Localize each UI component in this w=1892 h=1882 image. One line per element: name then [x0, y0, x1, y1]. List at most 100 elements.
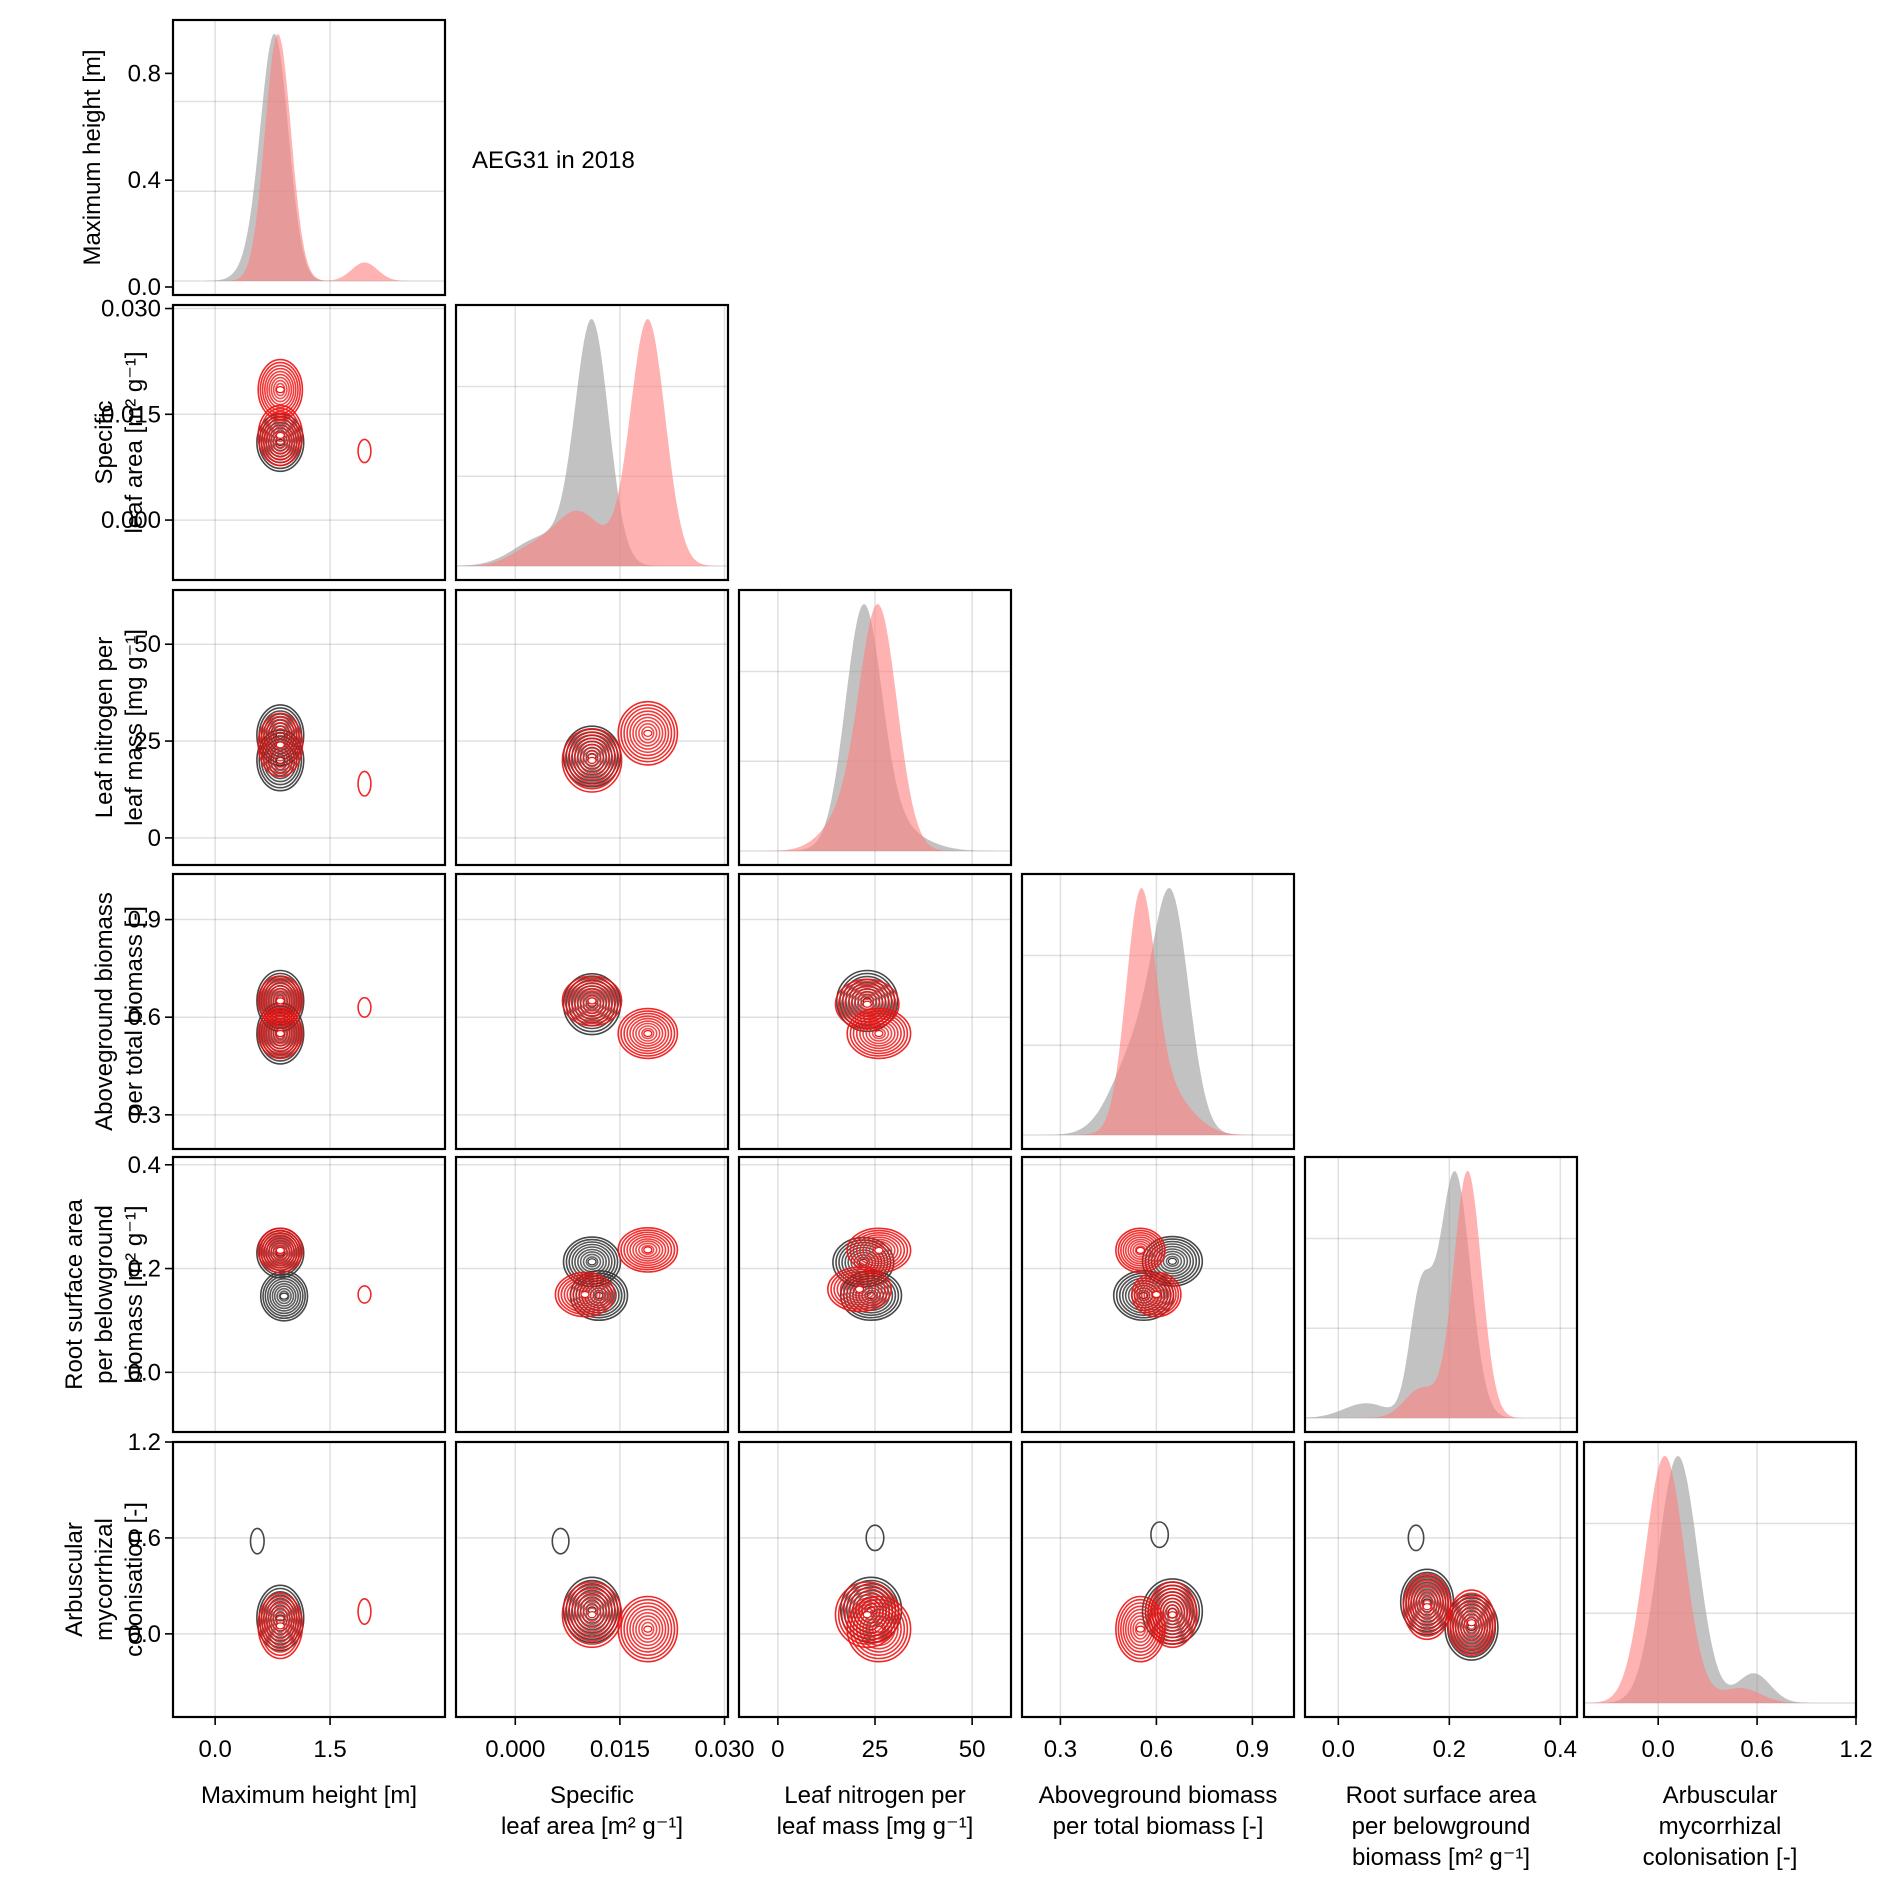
chart-title: AEG31 in 2018	[472, 147, 635, 174]
contour-line-group_b	[626, 1605, 670, 1653]
contour-line-group_b	[847, 1594, 888, 1636]
contour-line-group_b	[1166, 1607, 1179, 1622]
contour-line-group_b	[632, 1020, 664, 1047]
contour-panel-sla-vs-amc	[454, 1440, 730, 1719]
contour-line-group_b	[259, 1229, 301, 1271]
contour-line-group_b	[1124, 1236, 1156, 1265]
contour-line-group_a	[1165, 1255, 1180, 1268]
contour-line-group_b	[856, 1604, 878, 1626]
contour-line-group_b	[272, 992, 288, 1010]
contour-line-group_b	[620, 1229, 676, 1271]
contour-peak-group_b	[1466, 1619, 1477, 1627]
x-axis-amc: 0.0 0.6 1.2 Arbuscular mycorrhizal colonisati…	[1641, 1717, 1873, 1871]
contour-line-group_a	[1462, 1616, 1481, 1639]
x-axis-label-line: Root surface area	[1346, 1782, 1537, 1809]
contour-line-group_b	[833, 1270, 886, 1308]
y-axis-amc: 0.0 0.6 1.2 Arbuscular mycorrhizal colonisati…	[61, 1429, 173, 1657]
panel-frame	[454, 872, 730, 1151]
contour-peak-group_b	[1167, 1611, 1178, 1619]
contour-line-group_a	[271, 1282, 297, 1310]
contour-line-group_a	[278, 1290, 290, 1302]
density-area-group_b	[1305, 1171, 1577, 1418]
x-axis-lnc: 0 25 50 Leaf nitrogen per leaf mass [mg g⁻¹]	[771, 1717, 985, 1840]
contour-line-group_b	[844, 1591, 891, 1639]
contour-line-group_b	[263, 1602, 297, 1650]
contour-line-group_b	[617, 1007, 679, 1060]
contour-line-group_b	[259, 715, 301, 775]
contour-line-group_a	[551, 1527, 570, 1555]
y-tick-label: 50	[134, 631, 161, 658]
contour-line-group_b	[839, 1275, 880, 1304]
contour-line-group_b	[257, 712, 304, 778]
contour-peak-group_b	[580, 1290, 590, 1299]
contour-line-group_b	[257, 975, 304, 1027]
contour-line-group_b	[850, 990, 884, 1018]
y-axis-label-line: Root surface area	[61, 1198, 88, 1389]
y-tick-label: 0.4	[128, 167, 161, 194]
contour-line-group_b	[865, 1022, 893, 1045]
contour-peak-group_b	[643, 729, 653, 737]
contour-line-group_b	[272, 734, 288, 756]
contour-line-group_b	[1133, 1273, 1180, 1316]
contour-line-group_b	[623, 1602, 673, 1657]
contour-line-group_b	[357, 438, 372, 464]
contour-line-group_a	[1407, 1524, 1425, 1552]
contour-peak-group_b	[1151, 1290, 1162, 1299]
panel-frame	[171, 18, 447, 297]
contour-line-group_b	[837, 1584, 897, 1645]
contour-peak-group_b	[275, 431, 285, 439]
contour-line-group_b	[266, 985, 295, 1017]
y-axis-abp: 0.3 0.6 0.9 Aboveground biomass per total bi…	[91, 892, 173, 1131]
contour-line-group_b	[578, 1289, 592, 1300]
contour-line-group_b	[1124, 1608, 1156, 1650]
y-axis-label-line: leaf mass [mg g⁻¹]	[121, 629, 148, 826]
panel-frame	[171, 303, 447, 582]
contour-line-group_b	[850, 1597, 884, 1632]
contour-line-group_a	[256, 729, 305, 792]
contour-line-group_b	[1421, 1599, 1433, 1614]
x-tick-label: 0.6	[1140, 1736, 1173, 1763]
y-tick-label: 0.0	[128, 1621, 161, 1648]
contour-line-group_b	[564, 1584, 620, 1645]
y-tick-label: 0.0	[128, 1359, 161, 1386]
contour-line-group_b	[259, 977, 301, 1025]
panel-frame	[737, 588, 1013, 867]
contour-line-group_a	[256, 704, 305, 767]
x-axis-label-line: Specific	[550, 1782, 634, 1809]
x-tick-label: 0.2	[1433, 1736, 1466, 1763]
contour-line-group_b	[268, 987, 293, 1015]
density-area-group_b	[739, 604, 1011, 851]
contour-line-group_b	[826, 1266, 892, 1313]
contour-line-group_b	[842, 1277, 877, 1302]
contour-line-group_b	[357, 996, 372, 1018]
contour-line-group_b	[871, 1027, 887, 1040]
panel-frame	[454, 588, 730, 867]
contour-line-group_a	[865, 1524, 885, 1552]
contour-line-group_b	[632, 716, 664, 750]
contour-peak-group_b	[275, 1029, 285, 1038]
contour-line-group_b	[617, 1227, 679, 1273]
contour-line-group_b	[1138, 1278, 1175, 1311]
x-axis-sla: 0.000 0.015 0.030 Specific leaf area [m² g⁻¹…	[485, 1717, 755, 1840]
contour-line-group_b	[263, 982, 297, 1020]
density-area-group_b	[456, 319, 728, 566]
contour-line-group_b	[853, 1600, 881, 1629]
x-axis-label-line: leaf area [m² g⁻¹]	[501, 1813, 683, 1840]
contour-line-group_b	[1136, 1276, 1177, 1313]
contour-line-group_b	[1454, 1599, 1489, 1647]
contour-line-group_b	[576, 743, 608, 778]
contour-line-group_a	[1150, 1521, 1170, 1549]
panel-frame	[171, 1155, 447, 1434]
contour-line-group_b	[849, 1229, 909, 1271]
contour-panel-sla-vs-lnc	[454, 588, 730, 867]
density-area-group_a	[1584, 1456, 1856, 1703]
contour-line-group_a	[562, 725, 622, 788]
contour-line-group_a	[276, 1287, 292, 1305]
contour-line-group_b	[573, 740, 611, 781]
contour-line-group_b	[582, 992, 602, 1010]
contour-line-group_b	[573, 985, 611, 1017]
y-axis-sla: 0.000 0.015 0.030 Specific leaf area [m² g⁻¹…	[91, 296, 173, 534]
contour-line-group_b	[638, 1618, 658, 1640]
x-tick-label: 0.4	[1544, 1736, 1577, 1763]
